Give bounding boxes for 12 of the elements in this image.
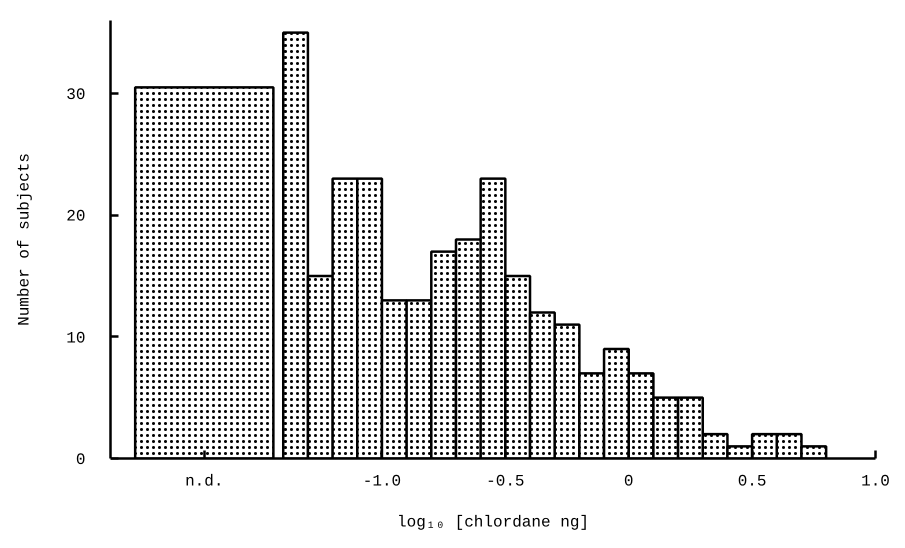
x-tick-label: 0.5 xyxy=(738,472,767,490)
y-tick-label: 20 xyxy=(66,208,86,226)
x-tick-label: -0.5 xyxy=(486,472,525,490)
y-axis-title: Number of subjects xyxy=(15,153,34,326)
x-axis-title: log₁₀ [chlordane ng] xyxy=(396,514,590,532)
y-tick-label: 10 xyxy=(66,329,86,348)
y-tick-label: 0 xyxy=(76,451,86,469)
x-tick-label: 1.0 xyxy=(861,472,890,490)
x-tick-label: n.d. xyxy=(185,472,224,490)
y-tick-label: 30 xyxy=(66,86,86,104)
x-tick-label: 0 xyxy=(624,472,634,490)
x-tick-label: -1.0 xyxy=(362,472,402,490)
